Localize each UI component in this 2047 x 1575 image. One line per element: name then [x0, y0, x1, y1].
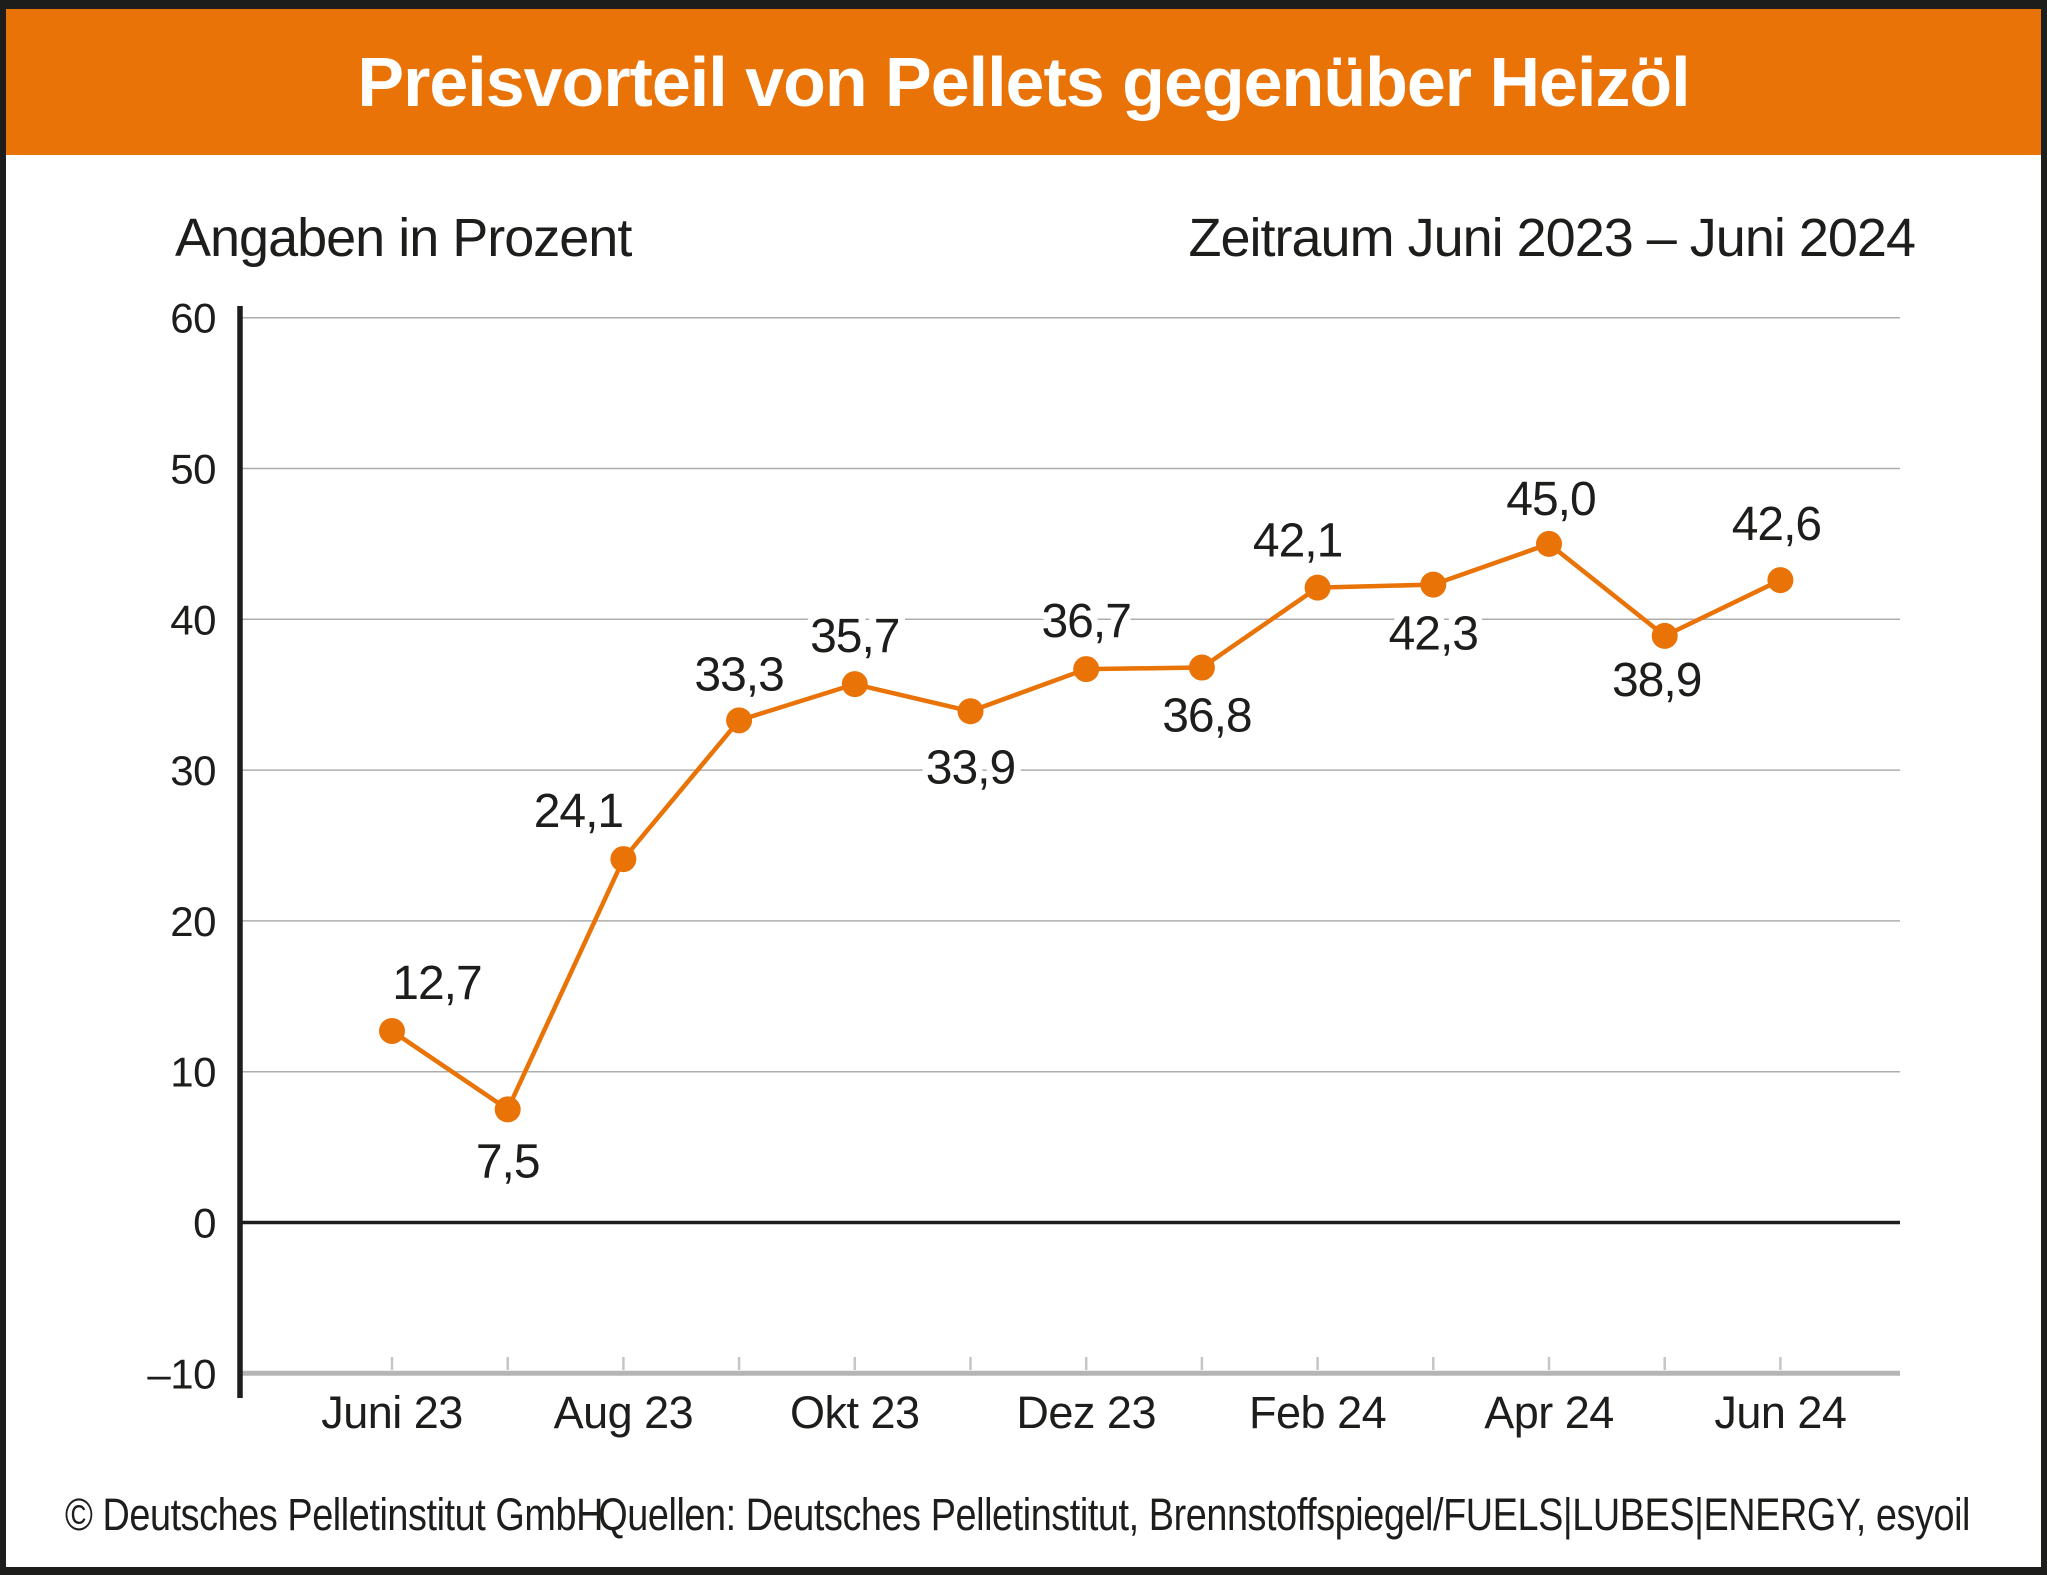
line-chart: 60 50 40 30 20 10 0 –10 Juni 23 Aug 23 Okt 23 Dez 2… — [147, 295, 1900, 1438]
value-label: 33,3 — [694, 648, 783, 701]
y-axis-label: 20 — [170, 898, 216, 945]
data-point — [610, 846, 637, 873]
data-point — [1536, 530, 1562, 557]
y-axis-label: 0 — [193, 1200, 216, 1247]
data-point — [1188, 654, 1215, 681]
value-label: 42,1 — [1253, 515, 1342, 568]
chart-title: Preisvorteil von Pellets gegenüber Heizö… — [357, 43, 1690, 121]
value-label: 45,0 — [1506, 473, 1595, 526]
value-label: 36,7 — [1041, 595, 1130, 648]
y-axis-label: 50 — [170, 446, 216, 493]
value-label: 33,9 — [926, 741, 1015, 794]
title-banner: Preisvorteil von Pellets gegenüber Heizö… — [6, 9, 2041, 155]
data-point — [1304, 574, 1331, 601]
sources-note: Quellen: Deutsches Pelletinstitut, Brenn… — [598, 1489, 1970, 1540]
y-axis-label: 30 — [170, 747, 216, 794]
y-axis-label: –10 — [147, 1350, 216, 1397]
y-axis-label: 40 — [170, 596, 216, 643]
x-axis-label: Feb 24 — [1249, 1387, 1386, 1438]
y-axis-label: 10 — [170, 1049, 216, 1096]
value-label: 42,3 — [1389, 608, 1478, 661]
value-label: 7,5 — [476, 1135, 540, 1188]
copyright-note: © Deutsches Pelletinstitut GmbH — [65, 1489, 603, 1540]
value-label: 38,9 — [1612, 654, 1701, 707]
data-point — [957, 698, 984, 725]
x-axis-label: Apr 24 — [1484, 1387, 1614, 1438]
value-label: 36,8 — [1162, 690, 1251, 743]
data-point — [379, 1017, 405, 1044]
data-point — [841, 671, 868, 698]
value-label: 12,7 — [392, 957, 481, 1010]
period-note: Zeitraum Juni 2023 – Juni 2024 — [1188, 208, 1916, 268]
x-axis-label: Juni 23 — [321, 1387, 463, 1438]
x-axis-label: Dez 23 — [1016, 1387, 1156, 1438]
data-point — [1767, 567, 1794, 594]
unit-note: Angaben in Prozent — [175, 208, 632, 268]
x-axis-label: Jun 24 — [1714, 1387, 1846, 1438]
value-label: 42,6 — [1732, 498, 1821, 551]
y-axis-label: 60 — [170, 295, 216, 342]
x-axis-label: Okt 23 — [790, 1387, 920, 1438]
data-point — [1073, 656, 1100, 683]
value-label: 24,1 — [534, 785, 623, 838]
data-point — [726, 707, 753, 734]
x-axis-label: Aug 23 — [554, 1387, 694, 1438]
data-point — [1420, 571, 1447, 598]
value-label: 35,7 — [810, 610, 899, 663]
data-point — [494, 1096, 521, 1123]
data-point — [1651, 622, 1678, 649]
